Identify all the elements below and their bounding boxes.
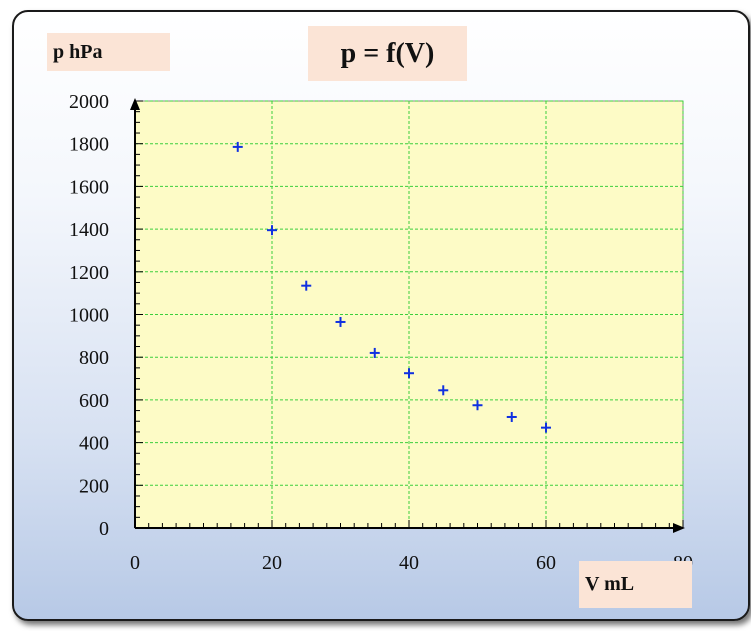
- y-tick-label: 200: [79, 475, 109, 497]
- x-tick-label: 40: [399, 552, 419, 574]
- y-tick-label: 1400: [69, 219, 109, 241]
- y-tick-label: 2000: [69, 91, 109, 113]
- y-tick-label: 600: [79, 390, 109, 412]
- x-axis-arrow-icon: [673, 523, 685, 533]
- grid-lines: [135, 100, 684, 528]
- y-tick-label: 800: [79, 347, 109, 369]
- data-point: [438, 385, 449, 396]
- data-point: [506, 411, 517, 422]
- x-tick-label: 20: [262, 552, 282, 574]
- data-point: [369, 347, 380, 358]
- data-point: [335, 316, 346, 327]
- chart-title: p = f(V): [308, 26, 467, 81]
- x-tick-label: 60: [536, 552, 556, 574]
- y-tick-label: 400: [79, 433, 109, 455]
- tick-labels: 0 200 400 600 800 1000 1200 1400 1600 1800 2000 0 20…: [69, 91, 693, 574]
- data-point: [404, 368, 414, 379]
- y-tick-label: 1600: [69, 176, 109, 198]
- y-tick-label: 1000: [69, 305, 109, 327]
- data-point: [301, 280, 312, 291]
- data-point: [472, 400, 483, 411]
- y-tick-label: 1800: [69, 134, 109, 156]
- x-tick-label: 0: [130, 552, 140, 574]
- data-point: [232, 141, 243, 152]
- y-tick-label: 0: [99, 518, 109, 540]
- x-axis-label: V mL: [579, 561, 692, 608]
- data-point: [541, 422, 551, 433]
- data-points: [232, 141, 551, 433]
- y-tick-label: 1200: [69, 262, 109, 284]
- data-point: [267, 225, 277, 236]
- y-axis-arrow-icon: [130, 98, 140, 110]
- axes: [130, 98, 685, 533]
- y-axis-label: p hPa: [47, 33, 170, 71]
